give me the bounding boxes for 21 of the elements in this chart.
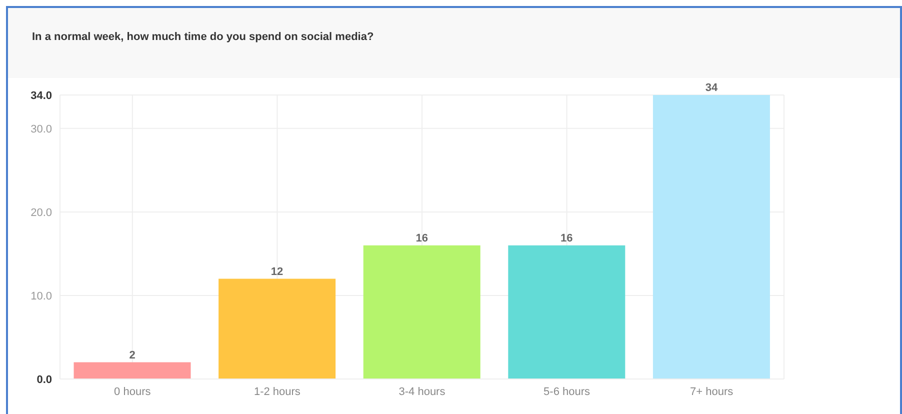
chart-title: In a normal week, how much time do you spend on social media? (32, 31, 374, 43)
data-label: 12 (270, 266, 284, 278)
x-tick-label: 1-2 hours (254, 386, 301, 398)
x-tick-label: 5-6 hours (544, 386, 591, 398)
data-label: 16 (416, 232, 428, 244)
y-tick-label: 34.0 (30, 90, 52, 102)
data-label: 2 (129, 349, 136, 362)
bar (652, 95, 770, 379)
bar (508, 245, 626, 379)
y-tick-label: 20.0 (30, 206, 52, 219)
x-tick-label: 0 hours (114, 386, 152, 398)
x-tick-label: 7+ hours (690, 386, 734, 398)
x-tick-label: 3-4 hours (398, 386, 446, 398)
data-label: 16 (560, 232, 573, 244)
y-tick-label: 0.0 (36, 374, 52, 386)
y-tick-label: 30.0 (30, 123, 52, 136)
bar (74, 362, 191, 379)
bar (218, 278, 336, 379)
data-label: 34 (705, 82, 718, 94)
y-tick-label: 10.0 (30, 290, 52, 302)
bar (363, 245, 480, 379)
